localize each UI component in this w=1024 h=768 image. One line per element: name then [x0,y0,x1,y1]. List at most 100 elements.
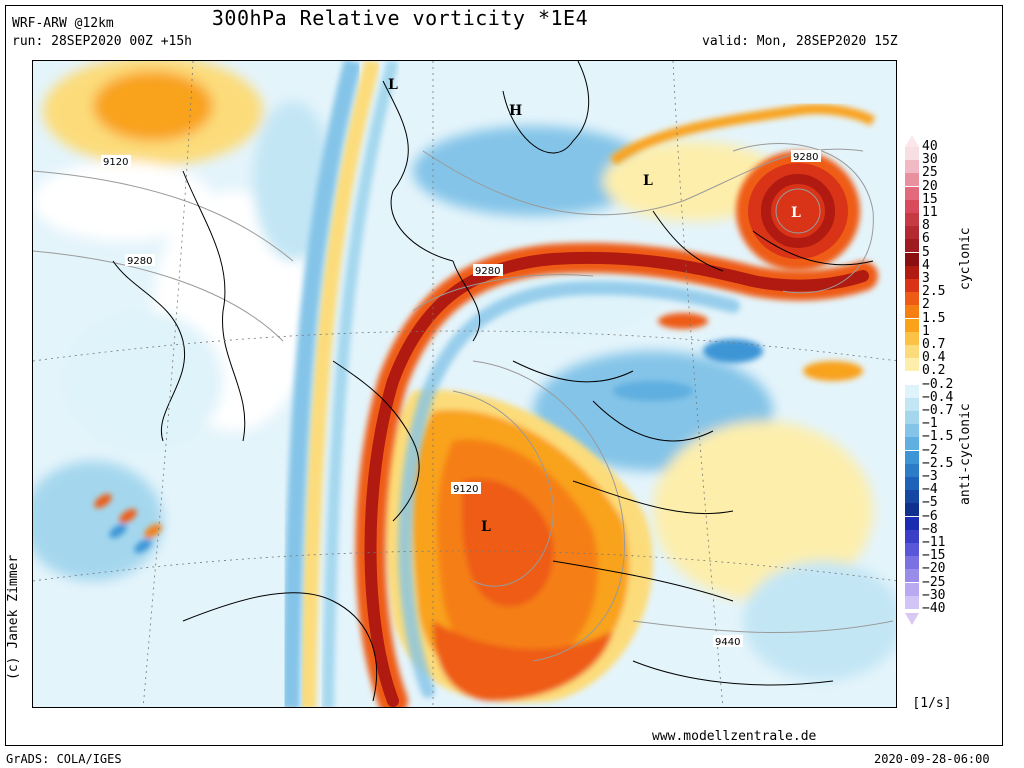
colorbar-tick: 5 [922,244,930,260]
colorbar-swatch [905,556,919,570]
colorbar-bottom-arrow [905,613,919,625]
colorbar-tick: 8 [922,218,930,234]
colorbar-swatch [905,490,919,504]
copyright-label: (c) Janek Zimmer [6,554,21,680]
pressure-centers: L H L L L [388,77,801,535]
colorbar-tick: −1.5 [922,429,954,445]
colorbar-tick: 11 [922,205,938,220]
anticyclonic-band [398,280,740,698]
colorbar-swatch [905,292,919,306]
colorbar-tick: −2.5 [922,455,954,471]
colorbar-swatch [905,463,919,477]
contour-label-1: 9120 [103,157,128,168]
website-label: www.modellzentrale.de [652,729,817,744]
timestamp-label: 2020-09-28-06:00 [874,752,990,766]
valid-label: valid: Mon, 28SEP2020 15Z [702,34,898,49]
colorbar-tick: −0.2 [922,376,954,392]
low-center-norway: L [388,77,398,93]
low-center-finland: L [643,173,653,189]
colorbar-tick: 0.7 [922,337,946,352]
contour-label-6: 9440 [715,637,740,648]
colorbar-swatch [905,318,919,332]
colorbar-swatch [905,371,919,385]
colorbar-tick: −6 [922,508,938,524]
colorbar-swatch [905,582,919,596]
vorticity-map: 9120 9280 9280 9280 9120 9440 L H L L L [32,60,897,708]
low-center-russia: L [791,205,801,221]
colorbar-swatch [905,503,919,517]
colorbar-swatch [905,543,919,556]
contour-label-5: 9120 [453,484,478,495]
colorbar-tick: −15 [922,548,946,564]
colorbar-tick: −8 [922,521,938,537]
colorbar-swatch [905,397,919,411]
colorbar-swatch [905,305,919,319]
colorbar-tick: −1 [922,416,938,432]
colorbar-tick: −4 [922,482,938,498]
colorbar-swatch [905,437,919,451]
colorbar-tick: −11 [922,535,946,550]
colorbar-swatch [905,595,919,609]
chart-title: 300hPa Relative vorticity *1E4 [211,6,589,30]
colorbar-swatch [905,529,919,543]
vorticity-field [33,61,896,681]
colorbar-swatch [905,516,919,530]
meridional-band-cold [282,61,362,707]
colorbar-tick: −3 [922,469,938,484]
colorbar-swatch [905,239,919,253]
colorbar-swatch [905,331,919,345]
colorbar-tick: 0.2 [922,363,946,379]
colorbar-tick: −20 [922,561,946,577]
colorbar-tick: −2 [922,442,938,458]
coastlines-borders [112,61,874,702]
colorbar-tick: 3 [922,271,930,286]
grads-label: GrADS: COLA/IGES [6,752,122,766]
contour-labels: 9120 9280 9280 9280 9120 9440 [101,150,821,648]
run-label: run: 28SEP2020 00Z +15h [12,34,193,49]
colorbar-swatch [905,186,919,200]
contour-label-3: 9280 [475,266,500,277]
colorbar-swatch [905,279,919,292]
colorbar-tick: 6 [922,231,930,247]
colorbar-tick: 15 [922,191,938,207]
meridional-band-cold-2 [322,61,399,707]
colorbar-tick: 2 [922,297,930,313]
colorbar-top-arrow [905,135,919,147]
atlantic-disturbance [94,493,162,554]
colorbar-tick: −25 [922,574,946,590]
colorbar-tick: 4 [922,257,930,273]
jet-band-core [364,251,869,707]
colorbar-swatch [905,384,919,398]
cyclonic-label: cyclonic [958,227,973,290]
model-label: WRF-ARW @12km [12,16,114,31]
colorbar-tick: 30 [922,152,938,168]
contour-label-2: 9280 [127,256,152,267]
colorbar-tick: 1.5 [922,310,946,326]
colorbar-swatch [905,411,919,424]
colorbar-swatch [905,569,919,583]
colorbar-swatch [905,265,919,279]
colorbar-swatch [905,213,919,226]
colorbar-tick: 1 [922,323,930,339]
north-swirl [610,104,876,166]
colorbar-tick: −0.4 [922,389,954,405]
colorbar-swatch [905,173,919,187]
colorbar-tick: −40 [922,601,946,616]
colorbar-swatch [905,345,919,358]
colorbar-swatch [905,450,919,464]
cyclonic-region-south [384,389,653,703]
colorbar-tick: −5 [922,495,938,511]
colorbar-tick: 40 [922,139,938,154]
colorbar-tick: −0.7 [922,403,954,418]
anticyclonic-label: anti-cyclonic [958,403,973,505]
colorbar-swatch [905,477,919,490]
colorbar-swatch [905,358,919,372]
unit-label: [1/s] [912,696,952,711]
map-canvas: 9120 9280 9280 9280 9120 9440 L H L L L [33,61,896,707]
colorbar-tick: 0.4 [922,350,946,366]
high-center-sweden: H [509,103,522,119]
colorbar-swatch [905,160,919,174]
colorbar-swatch [905,252,919,266]
colorbar-tick: 20 [922,178,938,194]
colorbar-tick: −30 [922,587,946,603]
